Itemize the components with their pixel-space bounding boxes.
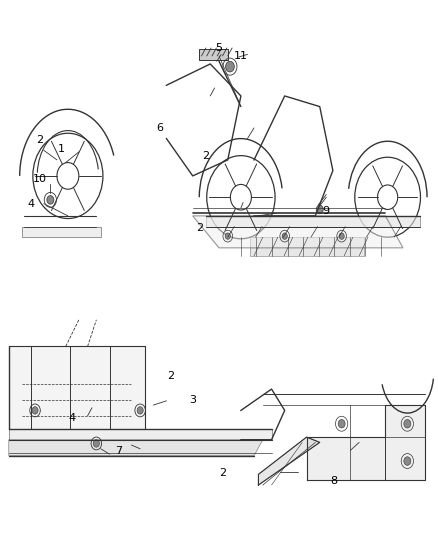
- Polygon shape: [9, 440, 263, 456]
- Circle shape: [404, 419, 411, 428]
- Polygon shape: [206, 216, 420, 227]
- Text: 10: 10: [33, 174, 47, 184]
- Text: 4: 4: [27, 199, 34, 208]
- Text: 1: 1: [58, 144, 65, 154]
- Circle shape: [32, 407, 38, 414]
- Bar: [199, 49, 228, 60]
- Text: 2: 2: [219, 468, 226, 478]
- Circle shape: [404, 457, 411, 465]
- Polygon shape: [250, 237, 364, 256]
- Circle shape: [226, 61, 234, 72]
- Circle shape: [339, 233, 344, 239]
- Circle shape: [338, 419, 345, 428]
- Text: 2: 2: [167, 371, 174, 381]
- Circle shape: [137, 407, 143, 414]
- Text: 2: 2: [196, 223, 203, 233]
- Text: 6: 6: [156, 123, 163, 133]
- Polygon shape: [193, 216, 403, 248]
- Text: 5: 5: [215, 43, 223, 53]
- Text: 8: 8: [330, 476, 337, 486]
- Polygon shape: [22, 227, 101, 237]
- Polygon shape: [258, 437, 320, 485]
- Text: 7: 7: [116, 447, 123, 456]
- Circle shape: [225, 233, 230, 239]
- Circle shape: [282, 233, 287, 239]
- Text: 4: 4: [69, 414, 76, 423]
- Circle shape: [93, 440, 99, 447]
- Circle shape: [47, 196, 54, 204]
- Polygon shape: [9, 346, 145, 429]
- Circle shape: [316, 205, 323, 214]
- Polygon shape: [307, 405, 425, 480]
- Text: 2: 2: [202, 151, 209, 160]
- Text: 2: 2: [36, 135, 43, 144]
- Text: 3: 3: [189, 395, 196, 405]
- Text: 9: 9: [323, 206, 330, 215]
- Polygon shape: [9, 429, 272, 440]
- Text: 11: 11: [234, 51, 248, 61]
